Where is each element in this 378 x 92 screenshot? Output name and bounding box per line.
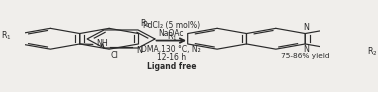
- Text: DMA,130 °C, N₂: DMA,130 °C, N₂: [141, 45, 201, 54]
- Text: Ligand free: Ligand free: [147, 62, 196, 71]
- Text: R$_2$: R$_2$: [367, 46, 378, 58]
- Text: 75-86% yield: 75-86% yield: [281, 53, 330, 59]
- Text: N: N: [136, 46, 142, 55]
- Text: R$_2$: R$_2$: [140, 17, 151, 30]
- Text: NH: NH: [96, 39, 108, 48]
- Text: PdCl₂ (5 mol%): PdCl₂ (5 mol%): [143, 21, 200, 30]
- Text: NaOAc: NaOAc: [159, 29, 184, 38]
- Text: R$_1$: R$_1$: [1, 30, 11, 42]
- Text: Cl: Cl: [111, 51, 118, 60]
- Text: 12-16 h: 12-16 h: [157, 53, 186, 62]
- Text: N: N: [303, 45, 309, 54]
- Text: R$_1$: R$_1$: [167, 30, 178, 43]
- Text: N: N: [303, 23, 309, 32]
